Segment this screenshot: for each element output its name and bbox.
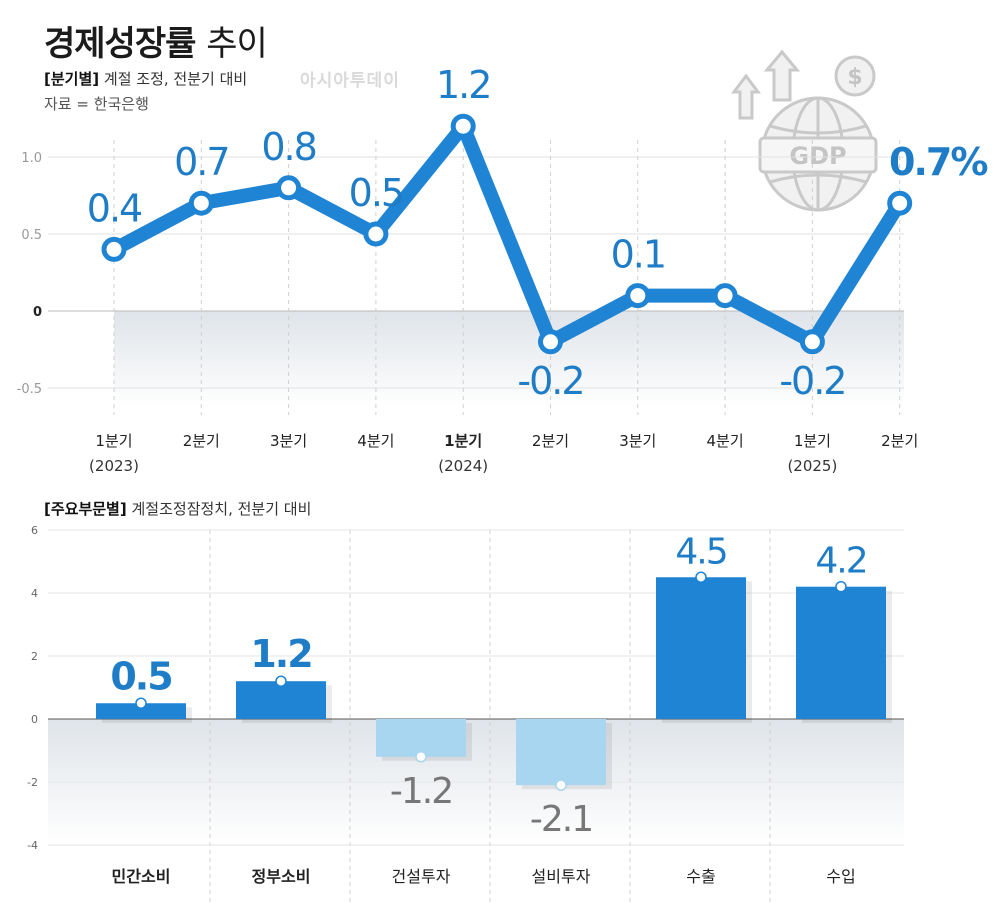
x-tick-label: 4분기: [357, 432, 394, 450]
title-rest: 추이: [206, 24, 268, 64]
subtitle-text: 계절 조정, 전분기 대비: [103, 70, 248, 88]
x-tick-label: 2분기: [532, 432, 569, 450]
data-point: [276, 175, 302, 201]
page-title: 경제성장률 추이: [44, 16, 268, 65]
source-note: 자료 = 한국은행: [44, 95, 149, 113]
data-label: 0.5: [349, 171, 403, 215]
bar-end-marker: [835, 580, 847, 593]
y-tick-label: 0: [31, 713, 38, 726]
data-label: -2.1: [530, 799, 592, 840]
line-chart-subtitle: [분기별] 계절 조정, 전분기 대비: [44, 68, 247, 89]
x-tick-label: 건설투자: [392, 867, 451, 886]
data-point: [538, 329, 563, 355]
y-tick-label: -4: [27, 839, 38, 852]
data-point: [887, 190, 913, 216]
data-label: 1.2: [436, 63, 490, 107]
data-label: 4.5: [675, 531, 726, 572]
x-tick-label: 2분기: [183, 432, 220, 450]
bar-subtitle-tag: [주요부문별]: [44, 500, 127, 518]
bar: [656, 577, 746, 719]
data-label: 0.7%: [889, 140, 987, 184]
y-tick-label: 1.0: [21, 151, 42, 166]
bar: [796, 586, 886, 719]
data-label: -1.2: [390, 771, 452, 812]
x-tick-label: 4분기: [707, 432, 744, 450]
y-tick-label: 6: [31, 524, 38, 537]
data-label: -0.2: [517, 359, 583, 403]
bar: [236, 681, 326, 719]
subtitle-tag: [분기별]: [44, 70, 100, 88]
y-tick-label: 0.5: [21, 228, 42, 243]
bar-end-marker: [555, 779, 567, 791]
data-point: [101, 236, 127, 262]
watermark: 아시아투데이: [300, 71, 400, 91]
x-tick-label: 1분기: [794, 432, 831, 450]
x-tick-year-label: (2024): [438, 457, 488, 475]
x-tick-label: 수입: [826, 867, 855, 886]
data-label: 0.5: [110, 654, 171, 698]
bar-end-marker: [695, 571, 707, 583]
data-point: [625, 283, 651, 309]
y-tick-label: 4: [31, 587, 38, 600]
data-label: 1.2: [250, 632, 311, 676]
x-tick-label: 설비투자: [532, 867, 591, 886]
data-point: [450, 113, 476, 139]
bar: [376, 719, 466, 757]
x-tick-label: 민간소비: [112, 867, 171, 886]
bar-end-marker: [135, 697, 147, 709]
bar-end-marker: [415, 751, 427, 763]
data-point: [799, 329, 825, 355]
x-tick-label: 1분기: [95, 432, 132, 450]
data-label: 0.1: [611, 233, 665, 277]
bar-chart-subtitle: [주요부문별] 계절조정잠정치, 전분기 대비: [44, 498, 311, 519]
data-point: [712, 283, 738, 309]
title-bold: 경제성장률: [44, 24, 196, 64]
y-tick-label: -2: [27, 776, 38, 789]
data-point: [188, 190, 214, 216]
x-tick-label: 정부소비: [252, 867, 311, 886]
data-label: 0.8: [261, 125, 315, 169]
x-tick-label: 1분기: [444, 432, 482, 450]
x-tick-year-label: (2025): [787, 457, 837, 475]
y-tick-label: 0: [33, 305, 42, 320]
data-label: 0.4: [87, 186, 142, 230]
bar: [516, 719, 606, 786]
series-line: [107, 119, 907, 349]
data-label: 4.2: [815, 541, 866, 582]
x-tick-label: 2분기: [881, 432, 918, 450]
bar-end-marker: [275, 675, 287, 687]
bar: [96, 703, 186, 719]
x-tick-label: 3분기: [619, 432, 656, 450]
y-tick-label: -0.5: [17, 382, 42, 397]
bar-subtitle-text: 계절조정잠정치, 전분기 대비: [131, 500, 312, 518]
x-tick-label: 3분기: [270, 432, 307, 450]
x-tick-year-label: (2023): [89, 457, 139, 475]
y-tick-label: 2: [31, 650, 38, 663]
x-tick-label: 수출: [686, 867, 715, 886]
data-point: [363, 221, 389, 247]
data-label: -0.2: [779, 359, 845, 403]
data-label: 0.7: [174, 140, 228, 184]
